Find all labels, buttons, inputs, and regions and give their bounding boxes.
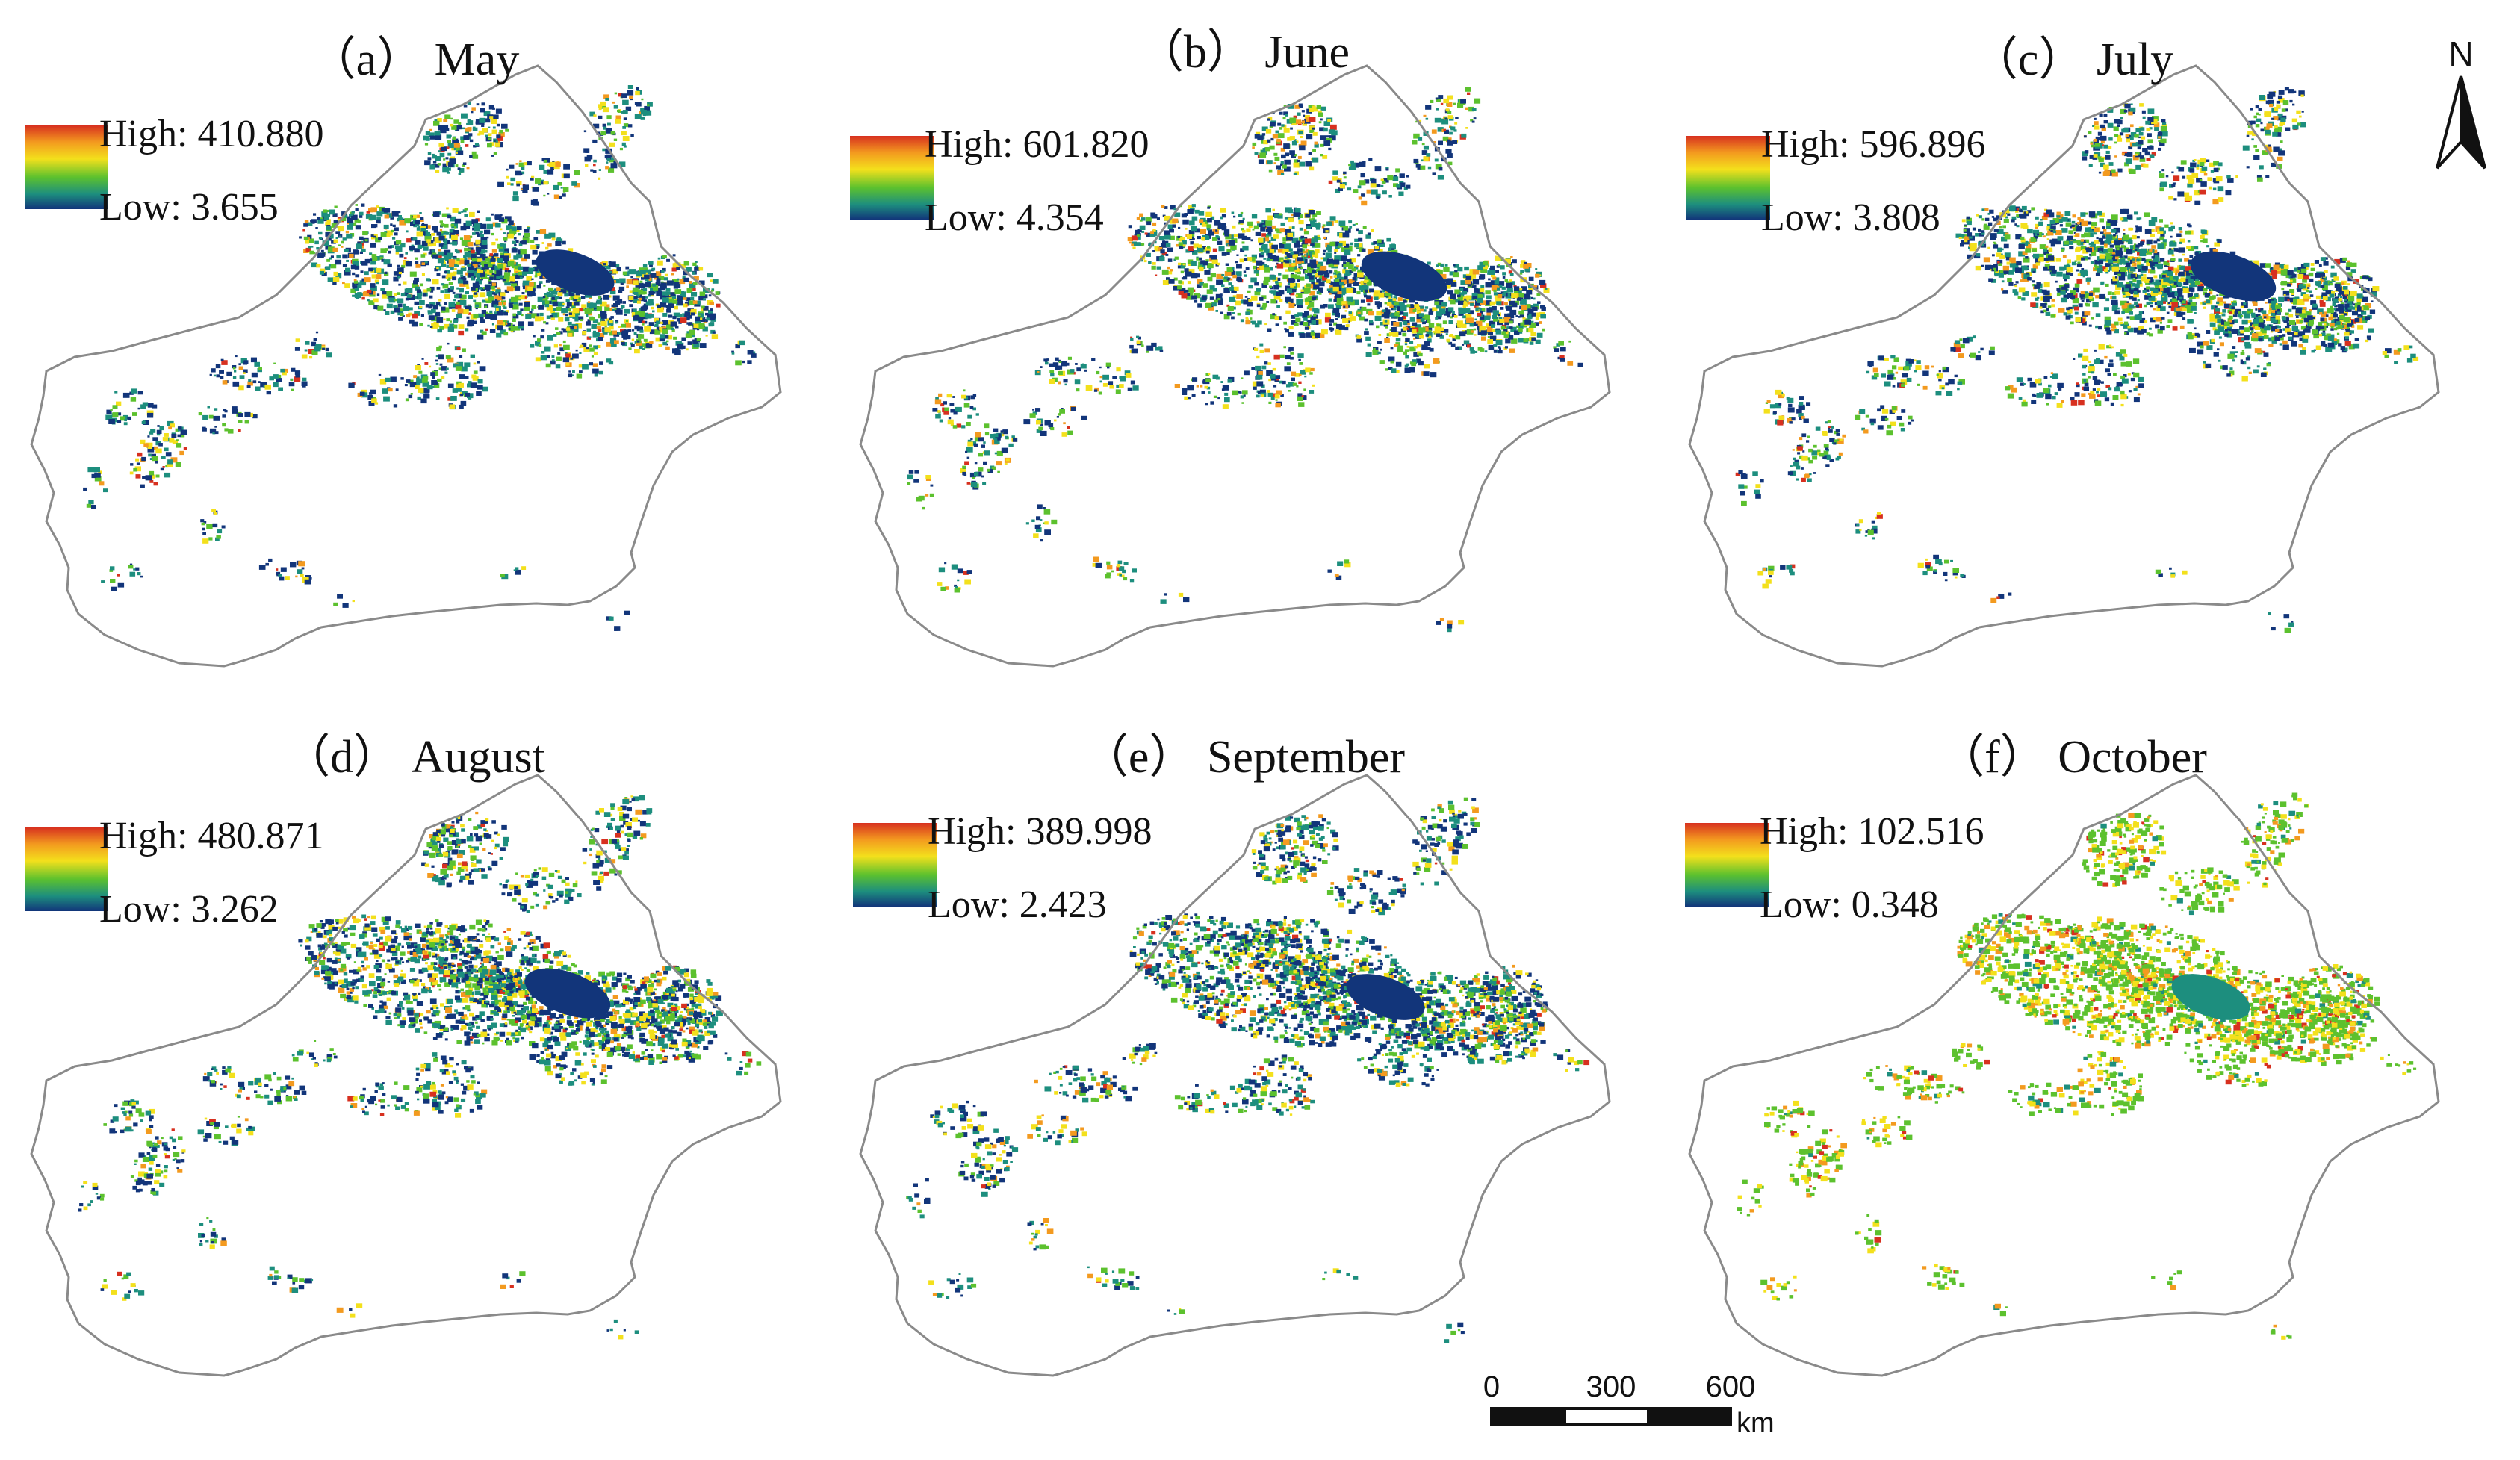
- map-panel-july: （c） July High: 596.896 Low: 3.808: [1658, 0, 2487, 709]
- panel-title: （c） July: [1971, 34, 2174, 85]
- legend-color-ramp: [853, 823, 937, 907]
- legend-color-ramp: [850, 136, 934, 220]
- scale-tick-600: 600: [1706, 1370, 1756, 1403]
- flat-patch: [524, 968, 611, 1019]
- panel-title: （d） August: [284, 732, 545, 783]
- scale-unit: km: [1737, 1408, 1775, 1439]
- map-panel-august: （d） August High: 480.871 Low: 3.262: [0, 709, 829, 1419]
- legend-color-ramp: [25, 827, 108, 911]
- legend-low: Low: 4.354: [925, 196, 1104, 239]
- region-boundary: [30, 64, 782, 668]
- flat-patch: [536, 249, 615, 296]
- region-map: [859, 774, 1611, 1377]
- flat-patch: [1346, 974, 1425, 1020]
- region-map: [1688, 64, 2440, 668]
- legend-high: High: 601.820: [925, 123, 1149, 166]
- north-arrow-icon: N: [2436, 34, 2486, 170]
- legend-color-ramp: [1685, 823, 1769, 907]
- region-map: [30, 64, 782, 668]
- region-map: [1688, 774, 2440, 1377]
- vegetation-pixels: [907, 87, 1583, 633]
- scale-tick-300: 300: [1586, 1370, 1636, 1403]
- region-boundary: [859, 774, 1611, 1377]
- panel-title: （b） June: [1137, 27, 1350, 78]
- panel-title: （e） September: [1081, 732, 1406, 783]
- region-boundary: [859, 64, 1611, 668]
- vegetation-pixels: [83, 85, 757, 631]
- vegetation-pixels: [78, 795, 762, 1340]
- scale-bar: 0 300 600 km: [1483, 1370, 1775, 1439]
- legend-high: High: 596.896: [1761, 123, 1986, 166]
- legend-low: Low: 3.808: [1761, 196, 1940, 239]
- map-panel-may: （a） May High: 410.880 Low: 3.655: [0, 0, 829, 709]
- flat-patch: [2190, 251, 2277, 302]
- legend-color-ramp: [1686, 136, 1770, 220]
- legend-low: Low: 2.423: [928, 883, 1107, 926]
- legend-color-ramp: [25, 125, 108, 209]
- map-panel-september: （e） September High: 389.998 Low: 2.423: [829, 709, 1658, 1419]
- legend-low: Low: 3.655: [99, 186, 279, 229]
- legend-high: High: 389.998: [928, 810, 1152, 853]
- north-label: N: [2448, 34, 2473, 73]
- vegetation-pixels: [906, 797, 1590, 1343]
- legend-high: High: 480.871: [99, 815, 324, 857]
- panel-title: （f） October: [1938, 732, 2207, 783]
- legend-high: High: 102.516: [1760, 810, 1984, 853]
- flat-patch: [2171, 974, 2250, 1020]
- legend-high: High: 410.880: [99, 113, 324, 155]
- flat-patch: [1361, 251, 1447, 302]
- map-panel-october: （f） October High: 102.516 Low: 0.348: [1658, 709, 2487, 1419]
- panel-title: （a） May: [309, 34, 520, 85]
- region-boundary: [30, 774, 782, 1377]
- region-map: [30, 774, 782, 1377]
- region-boundary: [1688, 774, 2440, 1377]
- legend-low: Low: 0.348: [1760, 883, 1939, 926]
- region-map: [859, 64, 1611, 668]
- scale-tick-0: 0: [1483, 1370, 1500, 1403]
- region-boundary: [1688, 64, 2440, 668]
- map-panel-june: （b） June High: 601.820 Low: 4.354: [829, 0, 1658, 709]
- vegetation-pixels: [1735, 87, 2419, 633]
- legend-low: Low: 3.262: [99, 888, 279, 931]
- vegetation-pixels: [1737, 792, 2417, 1340]
